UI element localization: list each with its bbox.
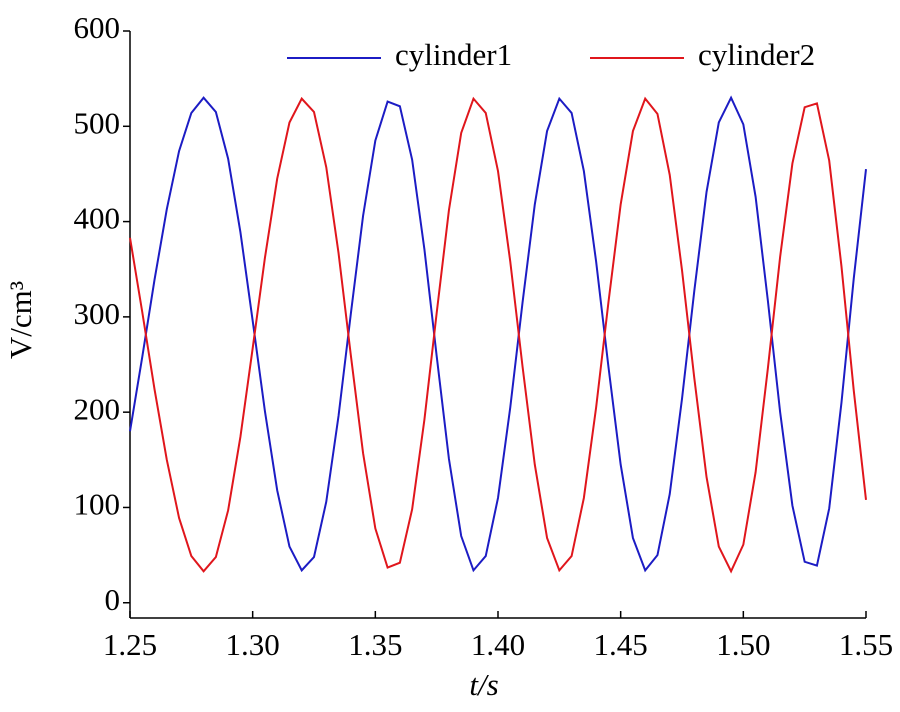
y-tick-label: 0 <box>105 582 121 617</box>
y-tick-label: 400 <box>74 201 121 236</box>
legend-label: cylinder2 <box>698 37 815 72</box>
series-line <box>129 95 867 573</box>
y-tick-label: 200 <box>74 391 121 426</box>
y-tick-label: 300 <box>74 296 121 331</box>
x-tick-label: 1.45 <box>594 627 648 662</box>
x-tick-label: 1.40 <box>471 627 525 662</box>
legend-label: cylinder1 <box>395 37 512 72</box>
y-tick-label: 500 <box>74 105 121 140</box>
x-tick-label: 1.30 <box>226 627 280 662</box>
x-axis-label: t/s <box>469 667 498 702</box>
x-tick-label: 1.50 <box>716 627 770 662</box>
y-tick-label: 600 <box>74 10 121 45</box>
x-tick-label: 1.55 <box>839 627 893 662</box>
x-tick-label: 1.25 <box>103 627 157 662</box>
y-axis-label: V/cm³ <box>3 281 38 359</box>
series-line <box>129 96 867 574</box>
y-tick-label: 100 <box>74 487 121 522</box>
x-tick-label: 1.35 <box>348 627 402 662</box>
